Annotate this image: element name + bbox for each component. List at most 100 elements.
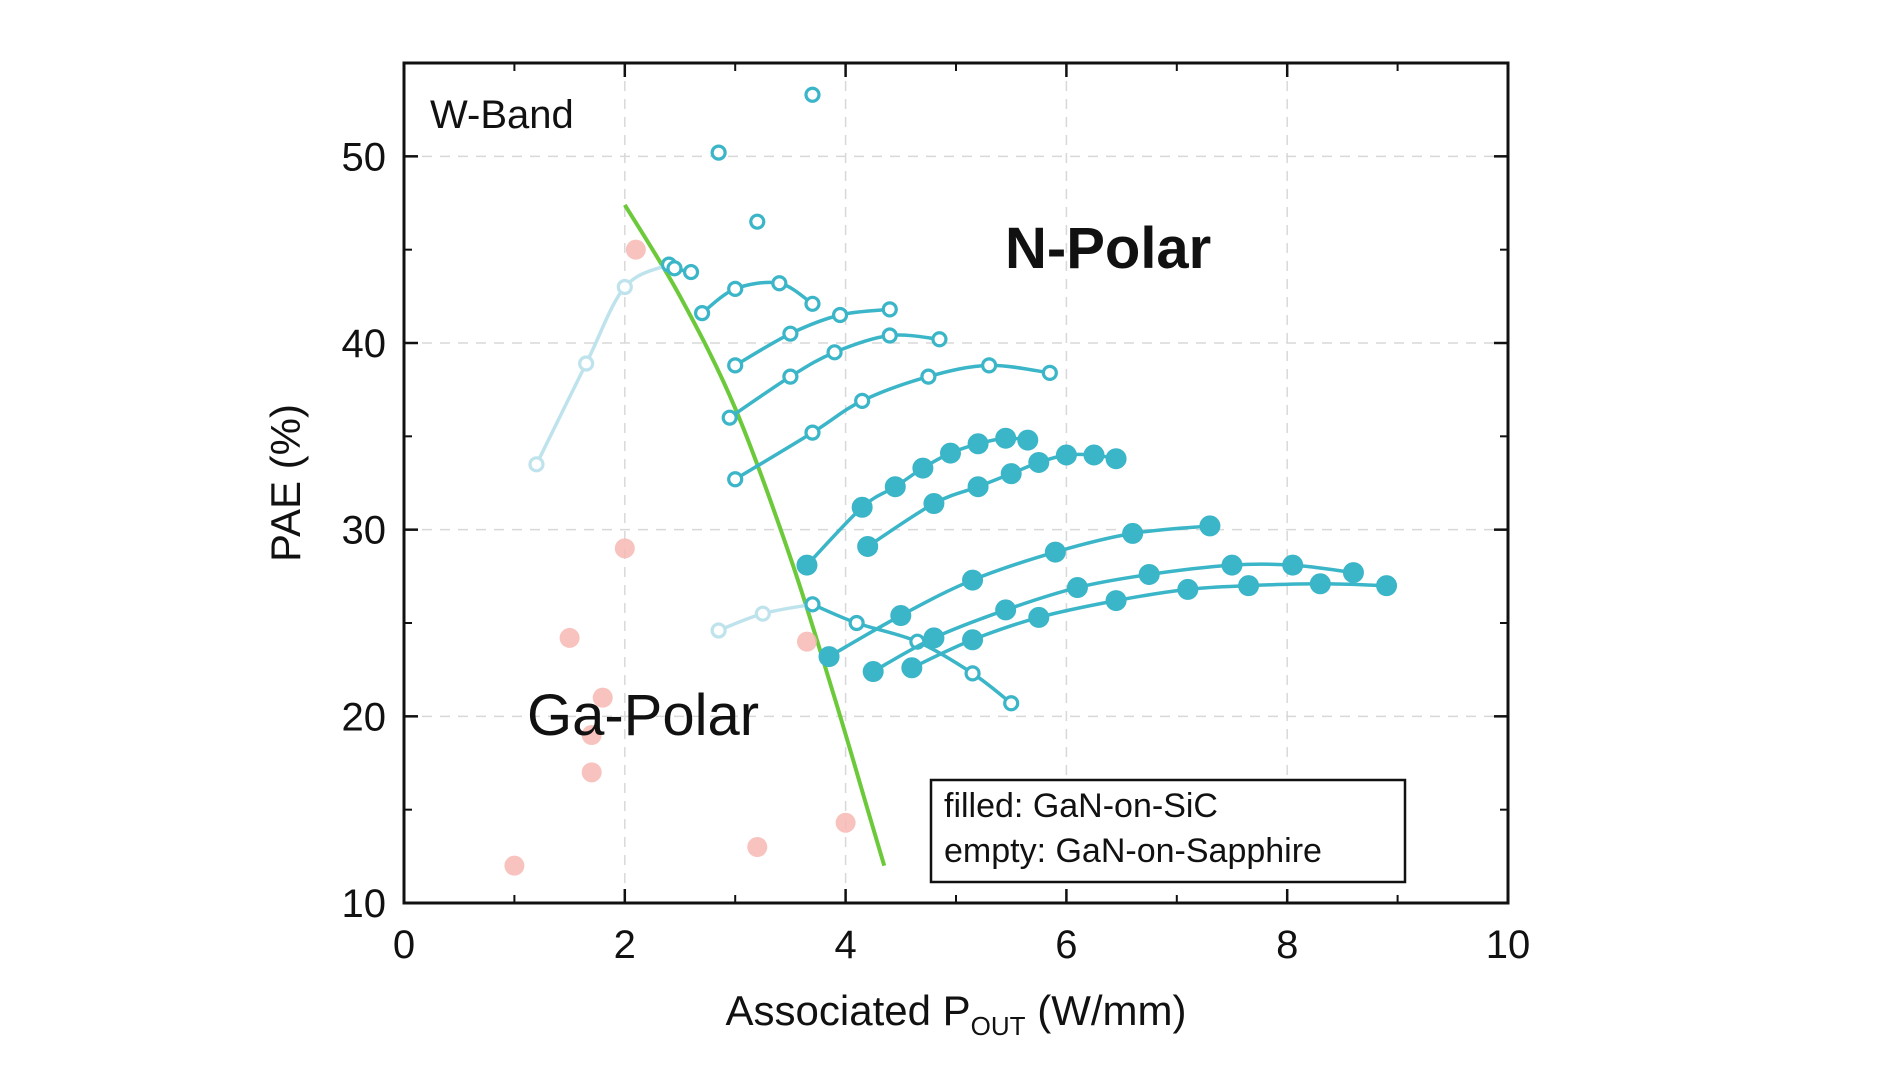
n-polar-point-filled (962, 629, 984, 651)
n-polar-point-filled (1044, 541, 1066, 563)
x-tick-label: 2 (614, 923, 636, 967)
n-polar-point-filled (890, 605, 912, 627)
legend-filled: filled: GaN-on-SiC (944, 787, 1218, 825)
boundary-curve (623, 203, 887, 867)
n-polar-point-filled (939, 442, 961, 464)
n-polar-series-group (862, 554, 1364, 683)
n-polar-point-empty (616, 278, 633, 296)
x-tick-label: 4 (834, 923, 856, 967)
n-polar-point-empty (782, 368, 799, 385)
n-polar-point-filled (1138, 563, 1160, 585)
n-polar-point-empty (710, 622, 727, 639)
n-polar-point-empty (848, 614, 865, 632)
n-polar-point-filled (1055, 444, 1077, 466)
n-polar-point-filled (1000, 463, 1022, 485)
n-polar-series-group (804, 86, 821, 103)
x-axis-label-main: Associated P (726, 987, 971, 1034)
n-polar-point-empty (881, 327, 898, 344)
n-polar-point-empty (578, 355, 595, 372)
n-polar-point-empty (981, 357, 998, 374)
n-polar-point-filled (1083, 444, 1105, 466)
n-polar-point-empty (754, 605, 771, 622)
n-polar-series-group (660, 256, 700, 281)
n-polar-series-line (534, 262, 670, 466)
x-axis-label-sub: OUT (971, 1011, 1026, 1041)
n-polar-series-line (734, 307, 890, 367)
n-polar-point-filled (1199, 515, 1221, 537)
x-tick-label: 10 (1486, 923, 1531, 967)
n-polar-point-empty (1041, 364, 1058, 381)
n-polar-point-empty (749, 213, 766, 230)
n-polar-point-filled (1177, 578, 1199, 600)
x-tick-label: 0 (393, 923, 415, 967)
n-polar-point-empty (826, 344, 843, 361)
y-tick-label: 10 (342, 882, 387, 926)
ga-polar-point (581, 725, 602, 745)
n-polar-series-group (818, 515, 1221, 668)
ga-polar-point (747, 837, 768, 857)
n-polar-series-group (901, 573, 1398, 679)
y-tick-label: 40 (342, 322, 387, 366)
ga-polar-point (592, 687, 613, 708)
n-polar-point-filled (1238, 575, 1260, 597)
n-polar-series-group (693, 275, 821, 322)
n-polar-point-filled (884, 476, 906, 498)
boundary-curve-group (623, 203, 887, 867)
n-polar-point-empty (710, 144, 727, 161)
n-polar-point-filled (1028, 606, 1050, 628)
n-polar-point-filled (818, 646, 840, 668)
n-polar-point-filled (851, 496, 873, 518)
band-label: W-Band (430, 93, 574, 137)
n-polar-series-group (721, 327, 948, 426)
n-polar-point-filled (962, 569, 984, 591)
ga-polar-point (504, 855, 525, 876)
legend-frame (929, 778, 1407, 884)
n-polar-series (528, 86, 1398, 712)
y-axis-label: PAE (%) (262, 404, 309, 562)
n-polar-series-group (727, 357, 1058, 488)
n-polar-point-empty (782, 325, 799, 342)
n-polar-point-filled (1282, 554, 1304, 576)
n-polar-label: N-Polar (1005, 216, 1211, 281)
ga-polar-label: Ga-Polar (527, 683, 759, 748)
n-polar-point-filled (1309, 573, 1331, 595)
n-polar-point-filled (857, 535, 879, 557)
n-polar-point-empty (931, 331, 948, 348)
x-tick-label: 8 (1276, 923, 1298, 967)
n-polar-point-empty (693, 305, 711, 322)
n-polar-point-filled (1221, 554, 1243, 576)
n-polar-point-filled (1122, 522, 1144, 544)
n-polar-point-filled (1342, 562, 1364, 584)
n-polar-point-filled (995, 427, 1017, 449)
n-polar-series-group (796, 427, 1039, 576)
n-polar-point-filled (967, 433, 989, 455)
n-polar-point-empty (528, 456, 545, 473)
n-polar-series-group (749, 213, 766, 230)
n-polar-point-empty (682, 263, 700, 281)
y-tick-label: 50 (342, 135, 387, 179)
n-polar-series-group (710, 144, 727, 161)
ga-polar-point (835, 812, 856, 833)
n-polar-point-empty (964, 665, 981, 682)
ga-polar-point (559, 627, 580, 648)
n-polar-point-filled (1028, 451, 1050, 473)
n-polar-point-empty (920, 368, 937, 385)
n-polar-point-filled (901, 657, 923, 679)
n-polar-point-filled (1105, 590, 1127, 612)
x-axis-label-unit: (W/mm) (1026, 987, 1187, 1034)
legend-box: filled: GaN-on-SiC empty: GaN-on-Sapphir… (929, 778, 1407, 884)
axis-ticks: 0 2 4 6 8 10 10 20 30 40 50 (342, 63, 1531, 967)
n-polar-point-empty (854, 392, 871, 409)
n-polar-series-group (727, 301, 898, 374)
ga-polar-point (614, 538, 635, 559)
x-axis-label: Associated POUT (W/mm) (726, 987, 1187, 1041)
n-polar-point-filled (995, 599, 1017, 621)
n-polar-point-filled (967, 476, 989, 498)
y-tick-label: 30 (342, 509, 387, 553)
n-polar-point-empty (804, 596, 821, 613)
legend-empty: empty: GaN-on-Sapphire (944, 832, 1322, 870)
n-polar-point-filled (862, 661, 884, 683)
n-polar-point-filled (796, 554, 818, 576)
plot-frame-background (404, 63, 1508, 903)
n-polar-point-empty (771, 275, 788, 292)
